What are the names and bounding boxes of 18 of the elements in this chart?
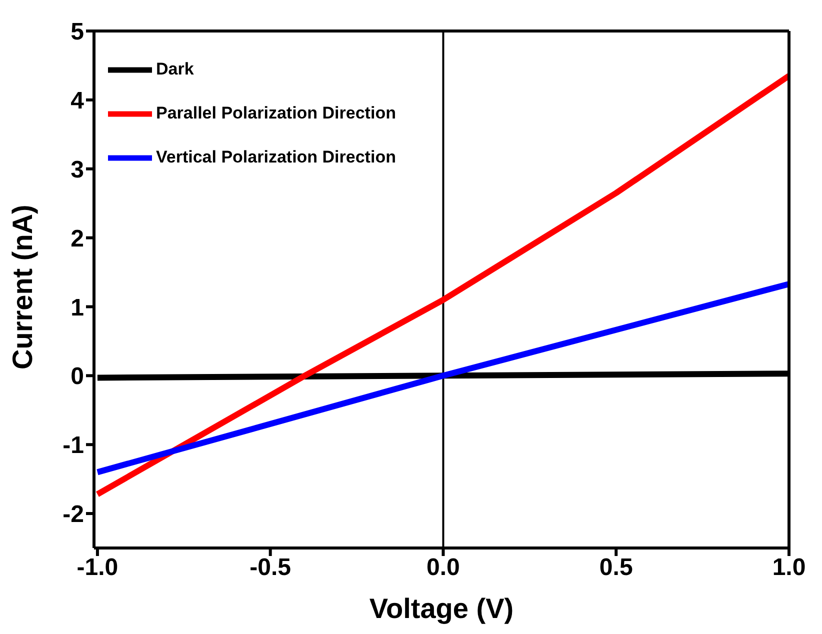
y-tick-label: 4 bbox=[70, 87, 85, 114]
x-tick-label: 0.0 bbox=[426, 554, 460, 582]
x-tick-label: -1.0 bbox=[76, 554, 118, 582]
x-axis-title: Voltage (V) bbox=[369, 593, 514, 624]
legend-label: Parallel Polarization Direction bbox=[156, 103, 396, 122]
y-axis-title: Current (nA) bbox=[6, 204, 38, 370]
x-tick-label: 0.5 bbox=[599, 554, 633, 582]
y-tick-label: -1 bbox=[62, 432, 84, 460]
y-tick-label: 1 bbox=[70, 294, 84, 322]
y-tick-label: -2 bbox=[62, 501, 84, 528]
y-tick-label: 3 bbox=[70, 156, 84, 184]
y-tick-label: 5 bbox=[70, 18, 84, 46]
x-tick-label: 1.0 bbox=[772, 554, 806, 582]
x-tick-label: -0.5 bbox=[250, 554, 292, 582]
legend-label: Dark bbox=[156, 59, 194, 78]
y-tick-label: 2 bbox=[70, 225, 84, 252]
y-tick-label: 0 bbox=[70, 363, 84, 390]
legend-label: Vertical Polarization Direction bbox=[156, 147, 396, 166]
